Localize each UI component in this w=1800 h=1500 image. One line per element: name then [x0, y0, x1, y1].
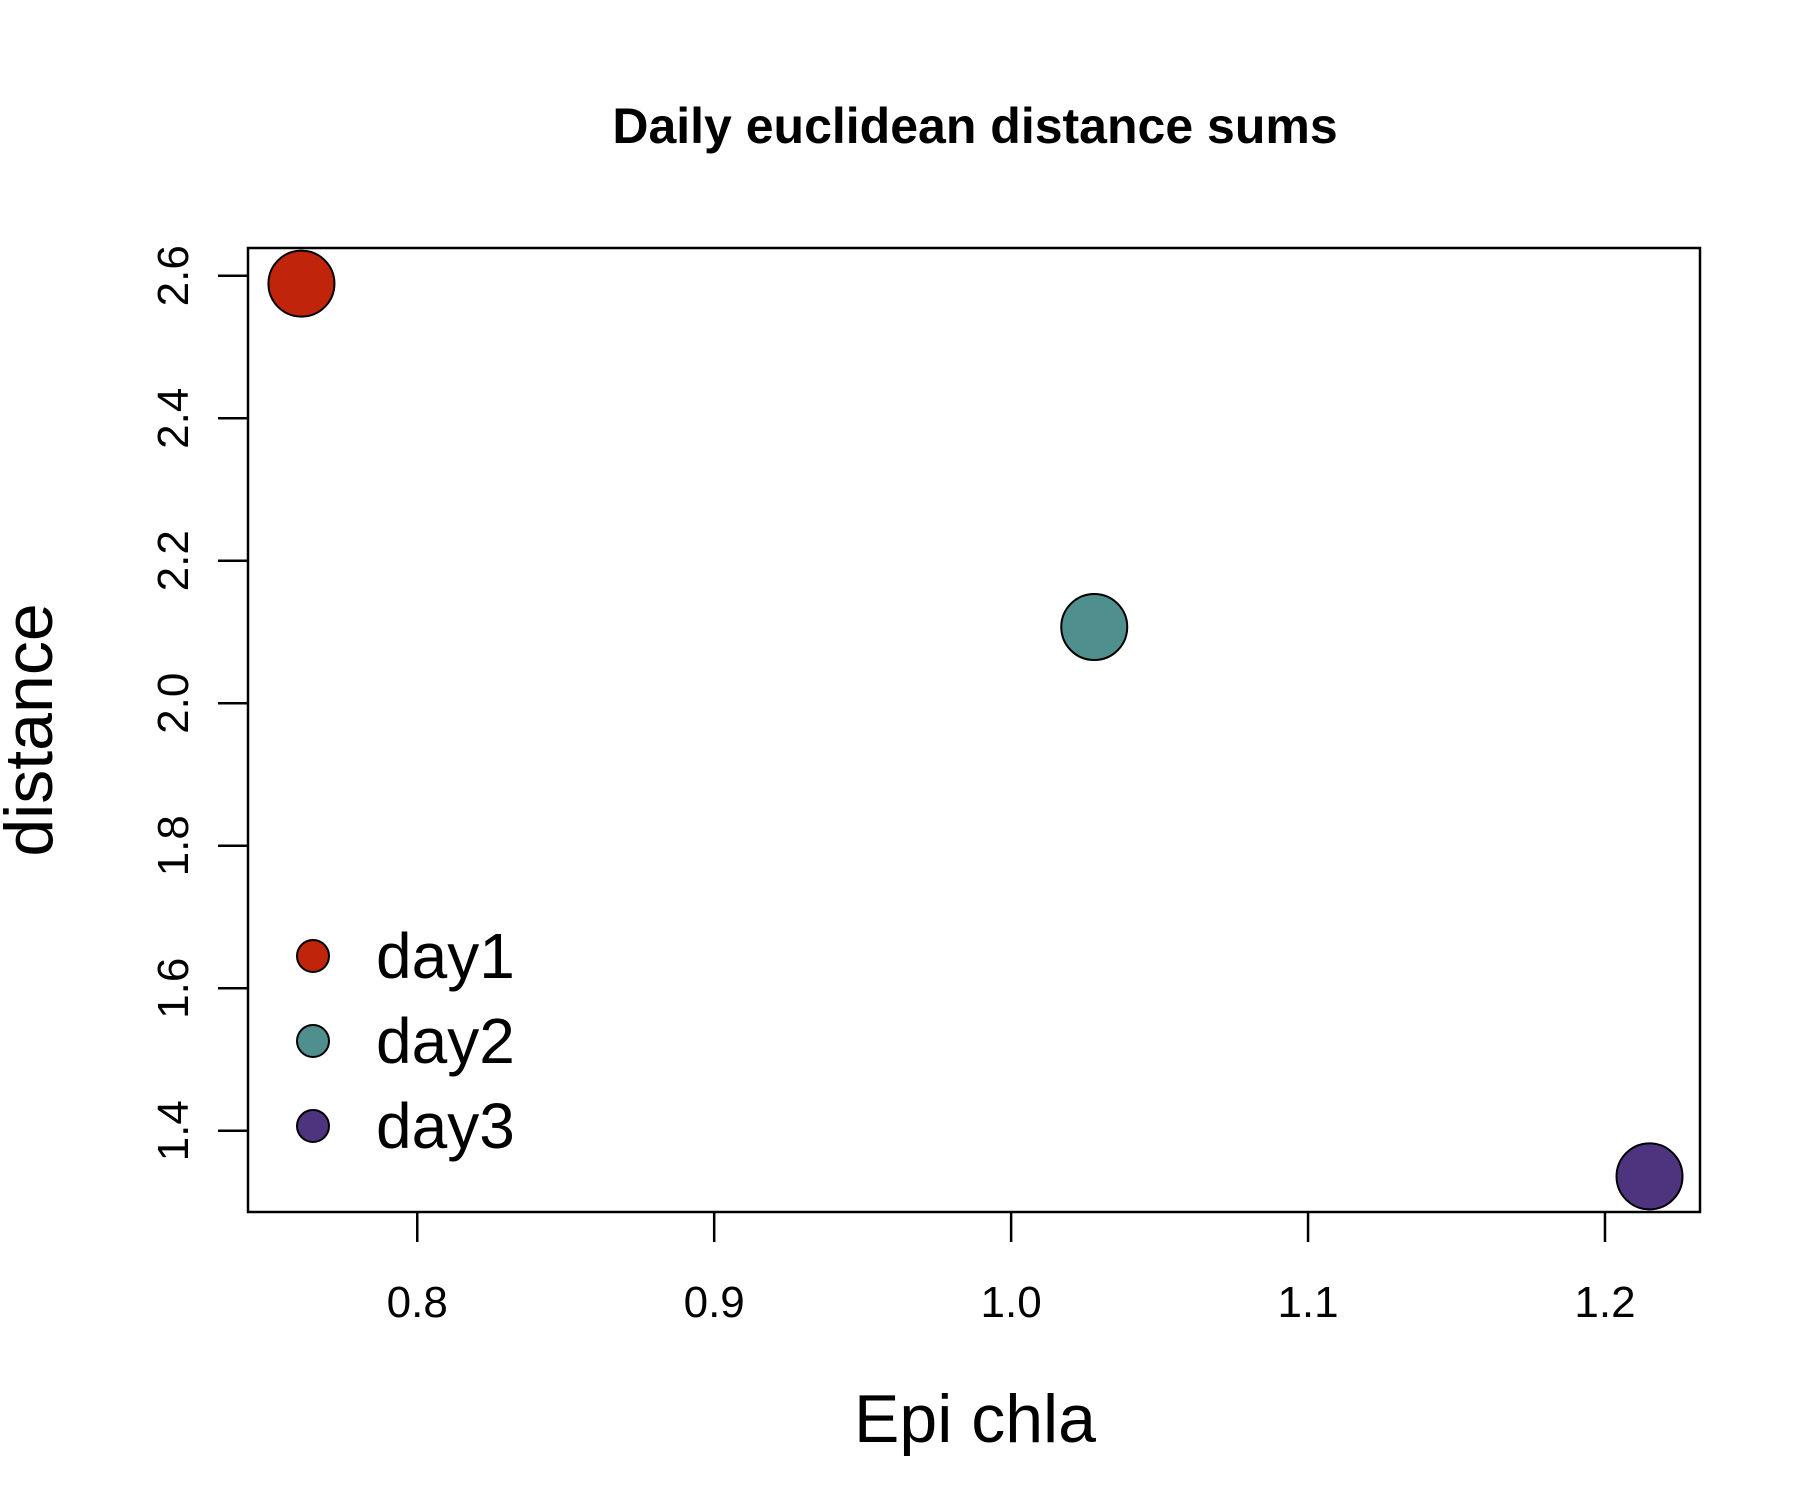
legend: day1 day2 day3	[296, 920, 515, 1162]
y-axis: 1.4 1.6 1.8 2.0 2.2 2.4 2.6	[149, 245, 248, 1161]
plot-frame	[246, 246, 1702, 1214]
y-tick-label: 2.0	[149, 673, 198, 734]
data-point-day3	[1615, 1142, 1684, 1211]
x-axis: 0.8 0.9 1.0 1.1 1.2	[387, 1212, 1636, 1327]
x-axis-label: Epi chla	[854, 1381, 1096, 1457]
y-tick-label: 1.8	[149, 815, 198, 876]
y-axis-label: distance	[0, 603, 67, 856]
y-tick-label: 2.6	[149, 245, 198, 306]
x-tick-label: 1.0	[981, 1278, 1042, 1327]
y-tick-label: 2.2	[149, 530, 198, 591]
x-tick-label: 0.8	[387, 1278, 448, 1327]
y-tick-label: 1.6	[149, 958, 198, 1019]
y-tick-label: 1.4	[149, 1100, 198, 1161]
legend-label-day3: day3	[376, 1090, 515, 1162]
data-point-day1	[267, 249, 336, 318]
x-tick-label: 1.1	[1277, 1278, 1338, 1327]
data-point-day2	[1060, 593, 1129, 662]
chart-title: Daily euclidean distance sums	[612, 98, 1337, 154]
legend-label-day2: day2	[376, 1005, 515, 1077]
x-tick-label: 0.9	[684, 1278, 745, 1327]
legend-marker-day3	[296, 1109, 330, 1143]
y-tick-label: 2.4	[149, 388, 198, 449]
legend-label-day1: day1	[376, 920, 515, 992]
legend-marker-day2	[296, 1024, 330, 1058]
data-points	[267, 249, 1684, 1211]
legend-marker-day1	[296, 939, 330, 973]
x-tick-label: 1.2	[1574, 1278, 1635, 1327]
